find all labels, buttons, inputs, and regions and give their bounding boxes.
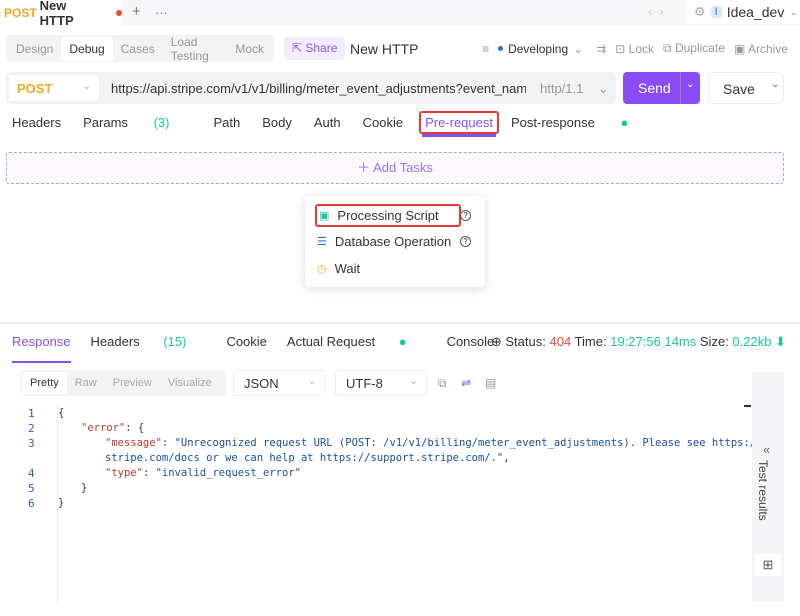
tab-response[interactable]: Response — [12, 334, 71, 363]
mode-mock[interactable]: Mock — [235, 41, 264, 56]
workspace-selector[interactable]: ⚙ I Idea_dev ⌄ — [686, 0, 800, 24]
copy-icon[interactable]: ⧉ — [438, 376, 447, 390]
globe-icon: ⊕ — [490, 334, 502, 349]
archive-icon: ▣ — [733, 41, 746, 56]
save-icon[interactable]: ▤ — [485, 376, 497, 390]
duplicate-icon: ⧉ — [663, 41, 672, 55]
lock-button[interactable]: ⊡ Lock — [615, 41, 655, 56]
settings-icon: ⚙ — [694, 4, 706, 19]
download-icon[interactable]: ⬇ — [775, 334, 786, 349]
line-number: 5 — [28, 482, 35, 495]
view-visualize[interactable]: Visualize — [167, 377, 212, 389]
new-tab-button[interactable]: + — [132, 3, 141, 20]
chevron-down-icon: ⌄ — [573, 41, 584, 56]
tab-actual-request[interactable]: Actual Request ● — [286, 334, 407, 349]
code-line: "message": "Unrecognized request URL (PO… — [105, 437, 763, 449]
method-select[interactable]: POST ⌄ — [9, 75, 99, 101]
mode-design[interactable]: Design — [16, 41, 54, 56]
menu-item-wait[interactable]: ◷ Wait — [317, 261, 361, 276]
line-number: 3 — [28, 437, 35, 450]
tab-headers[interactable]: Headers — [12, 115, 62, 130]
menu-item-database-operation[interactable]: ☰ Database Operation — [317, 234, 452, 249]
chevron-down-icon: ⌄ — [82, 81, 91, 92]
encoding-select[interactable]: UTF-8 ⌄ — [335, 370, 427, 396]
tab-body[interactable]: Body — [262, 115, 292, 130]
tab-params[interactable]: Params (3) — [83, 115, 170, 130]
save-button[interactable]: Save ⌄ — [708, 72, 784, 104]
layout-icon[interactable]: ⊞ — [755, 554, 781, 576]
chevron-down-icon: ⌄ — [789, 6, 798, 18]
tab-auth[interactable]: Auth — [313, 115, 341, 130]
mode-load-testing[interactable]: Load Testing — [170, 34, 209, 63]
response-status: ⊕ Status: 404 Time: 19:27:56 14ms Size: … — [490, 334, 786, 349]
expand-icon[interactable]: « — [763, 442, 771, 457]
code-line: } — [81, 482, 88, 494]
code-line: stripe.com/docs or we can help at https:… — [105, 452, 510, 464]
code-line: "error": { — [81, 422, 145, 434]
notes-icon[interactable]: ≡ — [482, 41, 490, 56]
share-icon: ⇱ — [292, 41, 306, 55]
request-toolbar: ≡ Developing ⌄ ⇉ ⊡ Lock ⧉ Duplicate ▣ Arc… — [470, 41, 788, 56]
tab-resp-cookie[interactable]: Cookie — [226, 334, 267, 349]
clock-icon: ◷ — [317, 263, 327, 275]
tab-cookie[interactable]: Cookie — [362, 115, 404, 130]
tab-post-response[interactable]: Post-response ● — [510, 115, 629, 130]
protocol-select[interactable]: http/1.1 ⌄ — [540, 81, 609, 96]
unsaved-dot — [116, 9, 122, 16]
script-icon: ▣ — [319, 210, 330, 222]
collapse-icon[interactable]: ⇉ — [596, 41, 607, 56]
active-dot: ● — [620, 115, 629, 130]
code-line: } — [58, 497, 65, 509]
url-input[interactable]: https://api.stripe.com/v1/v1/billing/met… — [111, 81, 526, 96]
chevron-down-icon: ⌄ — [307, 376, 316, 387]
status-dot — [498, 46, 504, 51]
line-number: 4 — [28, 467, 35, 480]
lock-icon: ⊡ — [615, 41, 626, 56]
mode-cases[interactable]: Cases — [120, 41, 155, 56]
code-line: { — [58, 407, 65, 419]
format-select[interactable]: JSON ⌄ — [233, 370, 325, 396]
help-icon[interactable]: ? — [460, 236, 471, 247]
line-number: 1 — [28, 407, 35, 420]
mode-switcher: Design Debug Cases Load Testing Mock — [6, 35, 274, 63]
add-task-menu: ▣ Processing Script ? ☰ Database Operation… — [305, 196, 485, 287]
help-icon[interactable]: ? — [460, 210, 471, 221]
tab-resp-headers[interactable]: Headers (15) — [90, 334, 187, 349]
code-area[interactable] — [57, 405, 747, 605]
line-number: 6 — [28, 497, 35, 510]
test-results-panel[interactable]: « Test results ⊞ — [752, 372, 784, 602]
tab-pre-request[interactable]: Pre-request — [419, 111, 499, 134]
mode-debug[interactable]: Debug — [61, 36, 113, 61]
view-pretty[interactable]: Pretty — [22, 372, 67, 394]
request-name[interactable]: New HTTP — [350, 41, 419, 57]
request-tab[interactable]: POST New HTTP — [0, 0, 122, 28]
response-tabs: Response Headers (15) Cookie Actual Requ… — [12, 334, 514, 363]
archive-button[interactable]: ▣ Archive — [733, 41, 788, 56]
divider — [0, 322, 800, 324]
tab-bar — [0, 0, 800, 25]
status-selector[interactable]: Developing ⌄ — [498, 42, 583, 56]
more-button[interactable]: ··· — [155, 5, 168, 20]
code-line: "type": "invalid_request_error" — [105, 467, 301, 479]
view-preview[interactable]: Preview — [112, 377, 152, 389]
scrollbar[interactable] — [744, 405, 751, 407]
share-button[interactable]: ⇱ Share — [284, 37, 346, 60]
line-number: 2 — [28, 422, 35, 435]
wrap-icon[interactable]: ⇌ — [461, 376, 472, 390]
chevron-down-icon[interactable]: ⌄ — [771, 79, 780, 90]
view-raw[interactable]: Raw — [74, 377, 97, 389]
tab-console[interactable]: Console — [446, 334, 495, 349]
send-button[interactable]: Send ⌄ — [623, 72, 700, 104]
duplicate-button[interactable]: ⧉ Duplicate — [663, 41, 725, 55]
tab-path[interactable]: Path — [213, 115, 241, 130]
database-icon: ☰ — [317, 236, 327, 248]
chevron-down-icon: ⌄ — [409, 376, 418, 387]
view-switcher: Pretty Raw Preview Visualize — [20, 370, 226, 396]
back-icon[interactable]: ‹ › — [648, 4, 664, 19]
request-tabs: Headers Params (3) Path Body Auth Cookie… — [12, 111, 672, 134]
url-bar — [6, 72, 616, 104]
menu-item-processing-script[interactable]: ▣ Processing Script — [315, 204, 461, 227]
add-tasks-button[interactable]: ＋ Add Tasks — [6, 152, 784, 184]
chevron-down-icon[interactable]: ⌄ — [686, 79, 695, 90]
